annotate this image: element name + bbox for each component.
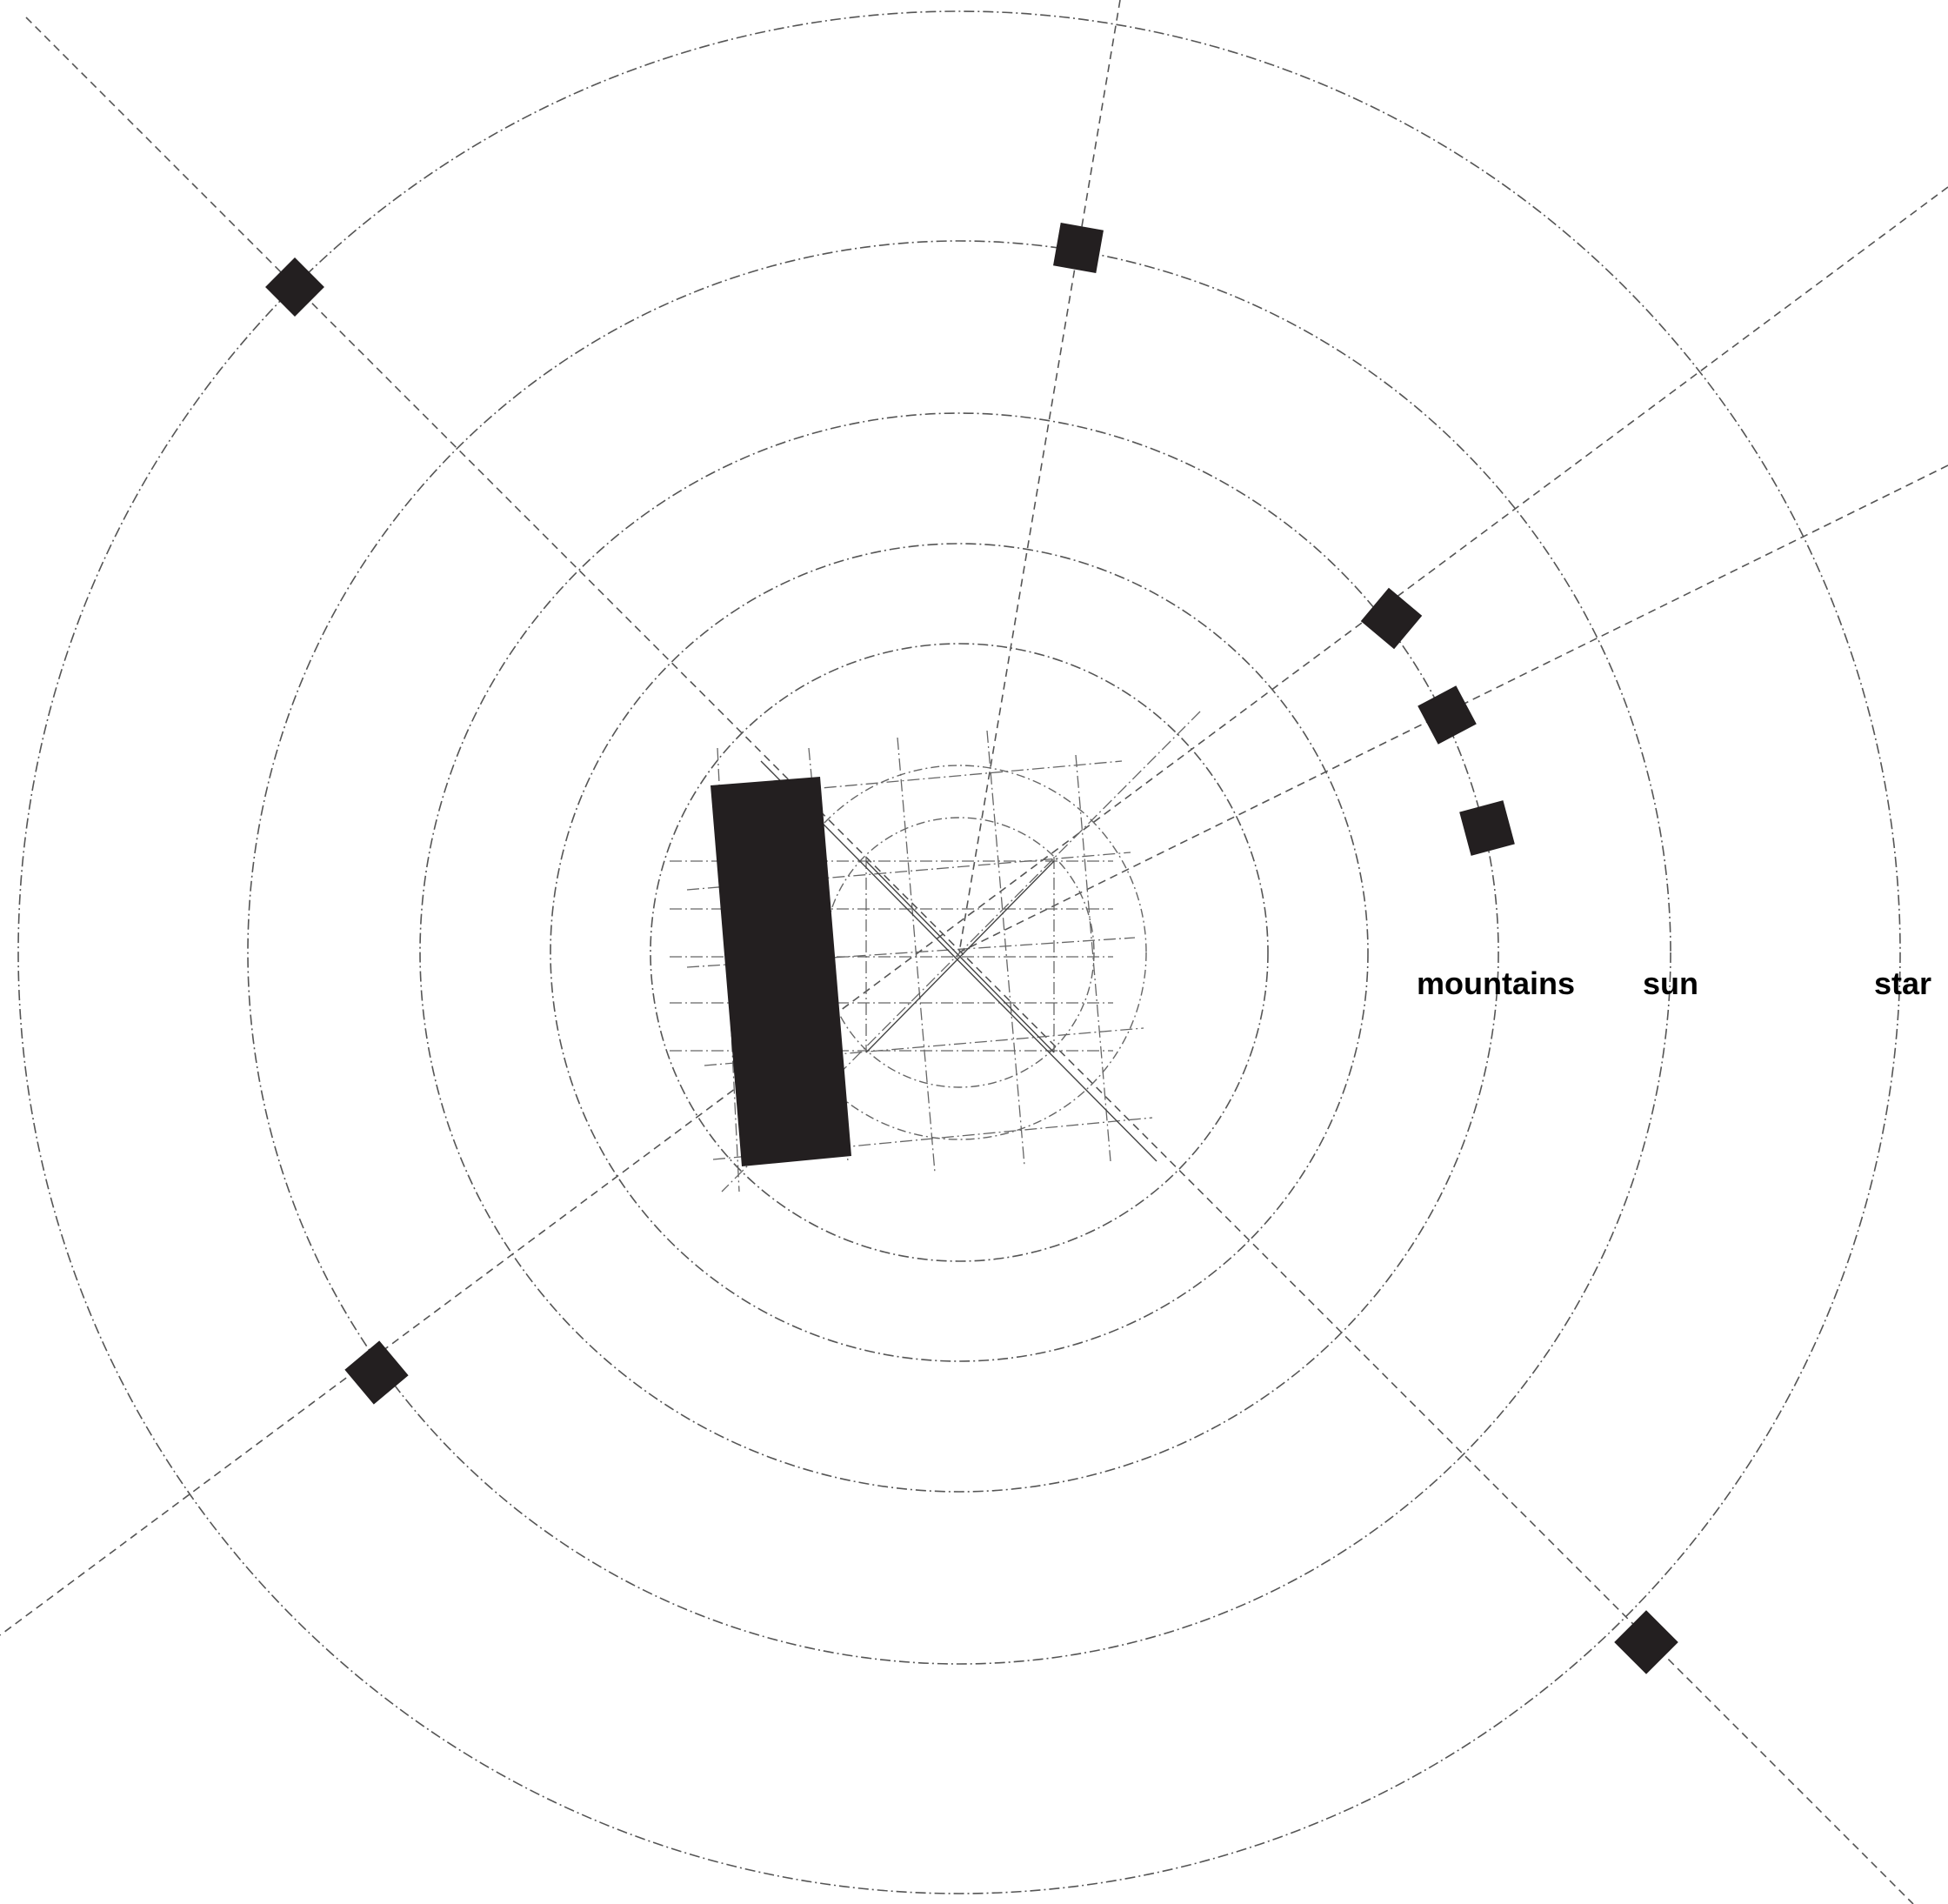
label-star: star [1874, 965, 1932, 1001]
axis-ne-steep [0, 186, 1948, 1636]
grid-v-4 [986, 730, 1025, 1166]
grid-h-1 [782, 760, 1123, 792]
grid-v-3 [897, 737, 936, 1173]
orbit-rings [17, 10, 1901, 1894]
marker-north [1053, 223, 1104, 273]
grid-h-5 [686, 937, 1136, 968]
marker-se [1614, 1610, 1678, 1674]
marker-sw [344, 1340, 409, 1405]
orbit-markers [265, 223, 1678, 1674]
label-sun: sun [1643, 965, 1699, 1001]
ring-1 [650, 643, 1269, 1262]
axis-north [958, 0, 1121, 953]
marker-east [1459, 800, 1515, 856]
ring-3 [419, 412, 1499, 1493]
ring-4 [247, 240, 1671, 1665]
label-mountains: mountains [1417, 965, 1576, 1001]
ring-2 [550, 543, 1369, 1362]
grid-diag-4 [865, 860, 1055, 1053]
marker-ne-1 [1360, 587, 1423, 650]
grid-v-5 [1075, 754, 1111, 1162]
axis-nw-se [25, 17, 1914, 1904]
marker-nw [265, 257, 324, 317]
ring-5 [17, 10, 1901, 1894]
grid-diag-1 [760, 760, 1157, 1162]
monolith-slab [710, 777, 851, 1166]
marker-ne-2 [1418, 685, 1477, 745]
